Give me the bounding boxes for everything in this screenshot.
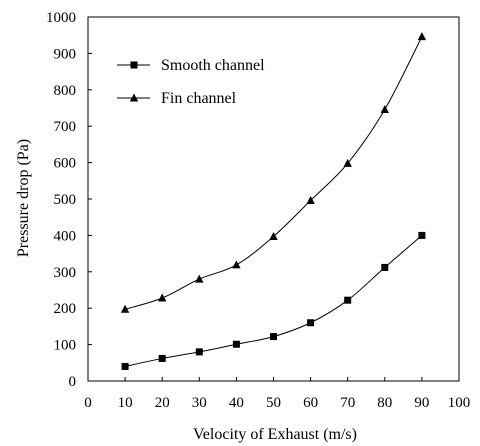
series-line-fin-channel [124,36,423,310]
x-tick-label: 60 [303,395,318,411]
x-axis-ticks: 0 10 20 30 40 50 60 70 80 90 100 [84,377,470,411]
data-point-fin-channel [158,293,167,302]
plot-frame [87,16,460,382]
y-tick-label: 600 [54,156,77,172]
data-point-fin-channel [195,274,204,283]
y-tick-label: 900 [54,46,77,62]
y-tick-label: 700 [54,119,77,135]
data-point-smooth-channel [158,354,166,362]
plot-border [87,16,460,382]
series-line-smooth-channel [124,235,423,367]
y-tick-label: 300 [54,265,77,281]
data-point-smooth-channel [195,348,203,356]
x-tick-label: 0 [84,395,92,411]
x-tick-label: 70 [340,395,355,411]
series-fin-channel [120,32,427,313]
data-point-smooth-channel [418,231,426,239]
y-axis-label: Pressure drop (Pa) [15,139,32,257]
x-tick-label: 100 [448,395,471,411]
x-axis-label: Velocity of Exhaust (m/s) [193,426,357,443]
y-tick-label: 800 [54,83,77,99]
data-point-fin-channel [306,195,315,204]
legend: Smooth channel Fin channel [117,57,265,107]
data-point-smooth-channel [270,333,277,341]
legend-label: Smooth channel [161,57,265,74]
x-tick-label: 40 [229,395,244,411]
series-layer [120,32,427,370]
x-tick-label: 90 [414,395,429,411]
legend-label: Fin channel [161,90,237,107]
y-tick-label: 100 [54,338,77,354]
legend-item-smooth-channel: Smooth channel [117,57,265,74]
x-tick-label: 30 [192,395,207,411]
data-point-smooth-channel [381,263,389,271]
data-point-fin-channel [232,260,241,269]
y-tick-label: 500 [54,192,77,208]
data-point-smooth-channel [232,340,240,348]
data-point-fin-channel [417,32,427,41]
legend-marker-fin-channel [129,93,139,102]
y-tick-label: 400 [54,228,77,244]
data-point-fin-channel [380,104,389,113]
legend-marker-smooth-channel [130,61,138,69]
x-tick-label: 80 [377,395,392,411]
series-smooth-channel [121,231,426,370]
data-point-smooth-channel [121,362,129,370]
data-point-fin-channel [269,231,278,240]
legend-item-fin-channel: Fin channel [117,90,237,107]
y-axis-ticks: 0 100 200 300 400 500 600 700 800 900 1000 [46,10,92,390]
data-point-smooth-channel [307,319,315,327]
x-tick-label: 20 [155,395,170,411]
y-tick-label: 1000 [46,10,76,26]
data-point-fin-channel [120,304,130,313]
data-point-fin-channel [343,158,352,167]
y-tick-label: 200 [54,301,77,317]
y-tick-label: 0 [69,374,77,390]
x-tick-label: 50 [266,395,281,411]
data-point-smooth-channel [344,296,352,304]
x-tick-label: 10 [118,395,133,411]
